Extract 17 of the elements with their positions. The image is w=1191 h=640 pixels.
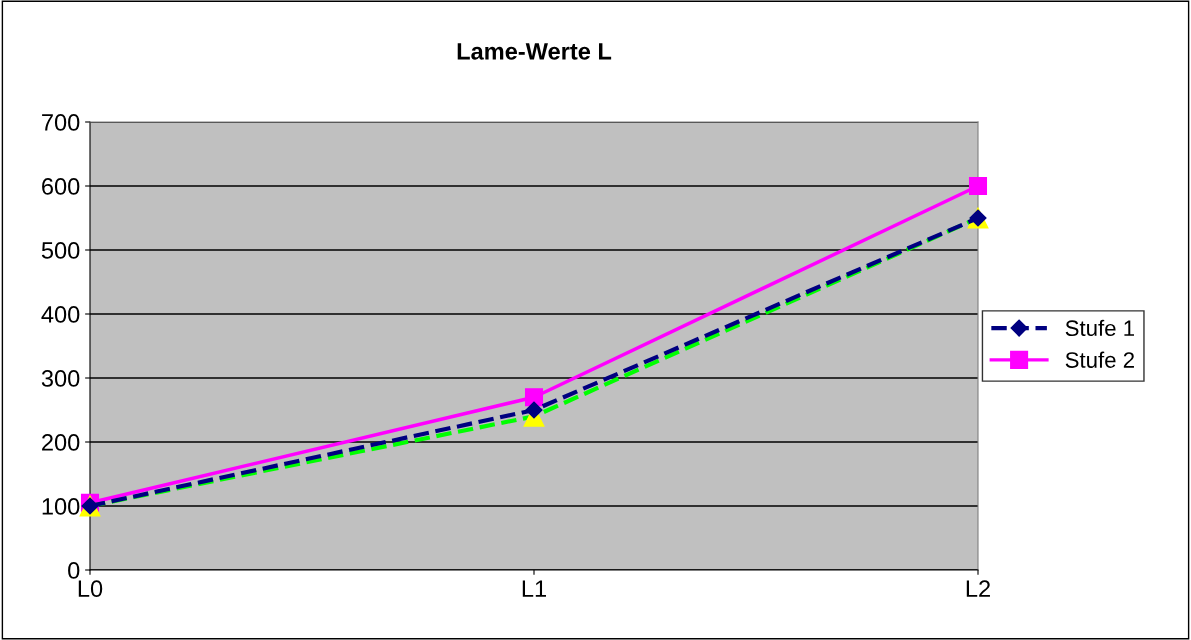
y-tick-label: 200	[42, 434, 80, 451]
legend-label: Stufe 2	[1065, 351, 1134, 368]
y-tick-label: 300	[41, 370, 80, 387]
x-tick-label: L1	[522, 580, 546, 597]
point	[968, 176, 988, 196]
y-tick-label: 400	[41, 306, 80, 323]
point	[524, 388, 544, 407]
x-tick-label: L0	[78, 580, 103, 598]
y-tick-label: 500	[41, 242, 80, 259]
x-tick-label: L2	[966, 580, 990, 597]
y-tick-label: 0	[68, 562, 80, 579]
legend-label: Stufe 1	[1065, 319, 1134, 337]
y-tick-label: 600	[42, 178, 80, 195]
point	[525, 401, 543, 419]
y-tick-label: 700	[42, 114, 80, 131]
y-tick-label: 100	[42, 498, 80, 515]
chart-title: Lame-Werte L	[457, 43, 612, 60]
